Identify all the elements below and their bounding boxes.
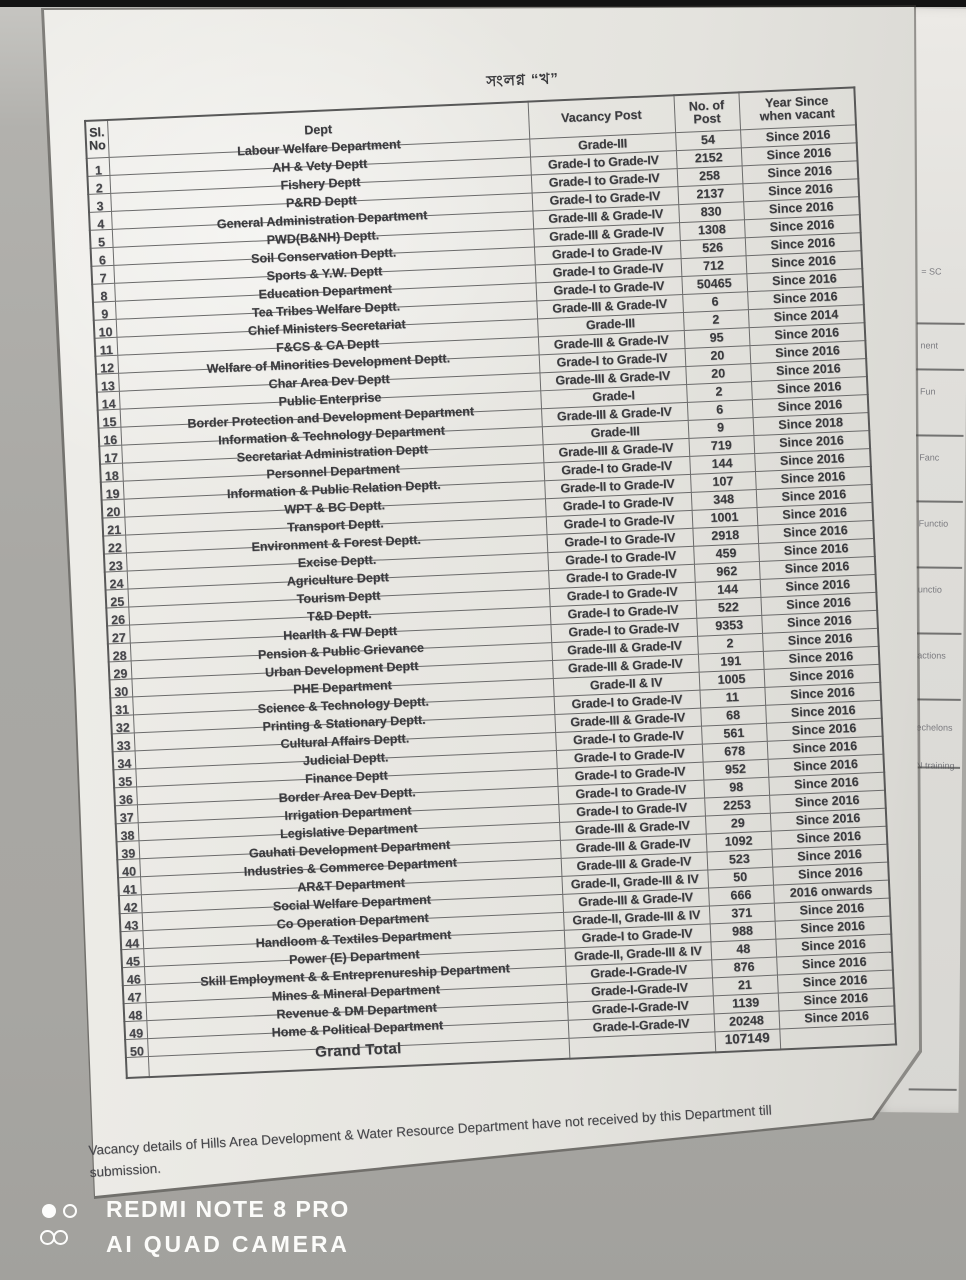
row-sl-cell: 5 <box>89 228 113 249</box>
row-sl-cell: 19 <box>100 480 124 501</box>
row-sl-cell: 45 <box>121 948 144 969</box>
logo-outline-circle-icon <box>63 1204 77 1218</box>
grand-total-year-cell <box>779 1023 897 1050</box>
background-text-fragment: echelons <box>916 722 953 733</box>
row-sl-cell: 25 <box>105 588 129 609</box>
row-sl-cell: 2 <box>87 174 111 195</box>
logo-infinity-right-icon <box>53 1230 68 1245</box>
row-sl-cell: 30 <box>109 678 133 699</box>
row-sl-cell: 39 <box>116 840 140 861</box>
row-sl-cell: 41 <box>118 876 141 897</box>
row-sl-cell: 15 <box>97 408 121 429</box>
row-sl-cell: 10 <box>93 318 117 339</box>
row-sl-cell: 1 <box>86 156 110 177</box>
row-sl-cell: 21 <box>102 516 126 537</box>
background-table-line <box>916 368 965 371</box>
row-sl-cell: 34 <box>112 750 136 771</box>
photo-top-edge <box>0 0 966 7</box>
grand-total-sl-cell <box>125 1056 149 1079</box>
row-sl-cell: 37 <box>114 804 138 825</box>
row-sl-cell: 13 <box>96 372 119 393</box>
row-sl-cell: 28 <box>107 642 131 663</box>
background-table-line <box>915 434 964 437</box>
background-table-line <box>914 500 963 503</box>
row-sl-cell: 44 <box>120 930 144 951</box>
row-sl-cell: 6 <box>90 246 114 267</box>
row-sl-cell: 16 <box>98 426 122 447</box>
row-sl-cell: 3 <box>88 192 111 213</box>
page-content: সংলগ্ন “খ” Sl. No Dept Vacancy Post No. … <box>84 70 915 1080</box>
watermark-text: REDMI NOTE 8 PRO AI QUAD CAMERA <box>106 1196 350 1258</box>
row-sl-cell: 7 <box>91 264 115 285</box>
row-sl-cell: 18 <box>100 462 123 483</box>
background-table-line <box>908 1088 957 1091</box>
row-sl-cell: 29 <box>108 660 132 681</box>
row-sl-cell: 43 <box>119 912 143 933</box>
row-sl-cell: 11 <box>94 336 118 357</box>
watermark-camera-label: AI QUAD CAMERA <box>106 1231 350 1257</box>
header-sl-no: Sl. No <box>85 119 109 158</box>
row-sl-cell: 27 <box>107 624 130 645</box>
background-text-fragment: actions <box>917 650 946 661</box>
row-sl-cell: 17 <box>99 444 122 465</box>
row-sl-cell: 36 <box>114 786 137 807</box>
row-sl-cell: 14 <box>96 390 120 411</box>
row-sl-cell: 50 <box>125 1038 148 1059</box>
background-text-fragment: Fun <box>919 386 936 397</box>
background-table-line <box>916 322 965 325</box>
row-sl-cell: 40 <box>117 858 141 879</box>
row-sl-cell: 23 <box>103 552 127 573</box>
row-sl-cell: 31 <box>110 696 133 717</box>
row-sl-cell: 35 <box>113 768 137 789</box>
vacancy-table-body: 1 Labour Welfare Department Grade-III 54 Sin… <box>86 124 896 1059</box>
background-table-line <box>913 632 962 635</box>
background-text-fragment: unctio <box>917 584 942 595</box>
row-sl-cell: 12 <box>95 354 119 375</box>
row-sl-cell: 32 <box>110 714 134 735</box>
row-sl-cell: 38 <box>115 822 139 843</box>
row-sl-cell: 4 <box>89 210 112 231</box>
row-sl-cell: 33 <box>111 732 135 753</box>
row-sl-cell: 49 <box>124 1020 148 1041</box>
header-vacancy-post: Vacancy Post <box>527 95 676 139</box>
row-sl-cell: 8 <box>92 282 115 303</box>
row-sl-cell: 26 <box>106 606 130 627</box>
header-no-of-post: No. of Post <box>673 92 741 133</box>
header-year-since: Year Since when vacant <box>738 87 856 130</box>
logo-filled-circle-icon <box>42 1204 56 1218</box>
row-sl-cell: 24 <box>104 570 128 591</box>
grand-total-posts-cell: 107149 <box>714 1028 781 1053</box>
background-table-line <box>914 566 963 569</box>
row-sl-cell: 42 <box>118 894 142 915</box>
row-sl-cell: 48 <box>123 1002 147 1023</box>
watermark-phone-model: REDMI NOTE 8 PRO <box>106 1196 350 1222</box>
row-sl-cell: 47 <box>122 984 146 1005</box>
background-text-fragment: nent <box>920 340 939 351</box>
row-sl-cell: 20 <box>101 498 125 519</box>
row-sl-cell: 9 <box>92 300 116 321</box>
redmi-logo-icon <box>40 1202 102 1254</box>
row-sl-cell: 22 <box>103 534 126 555</box>
background-text-fragment: = SC <box>921 266 942 277</box>
vacancy-table: Sl. No Dept Vacancy Post No. of Post Yea… <box>84 86 898 1080</box>
background-text-fragment: Functio <box>918 518 949 529</box>
row-sl-cell: 46 <box>121 966 145 987</box>
background-text-fragment: Fanc <box>919 452 940 463</box>
